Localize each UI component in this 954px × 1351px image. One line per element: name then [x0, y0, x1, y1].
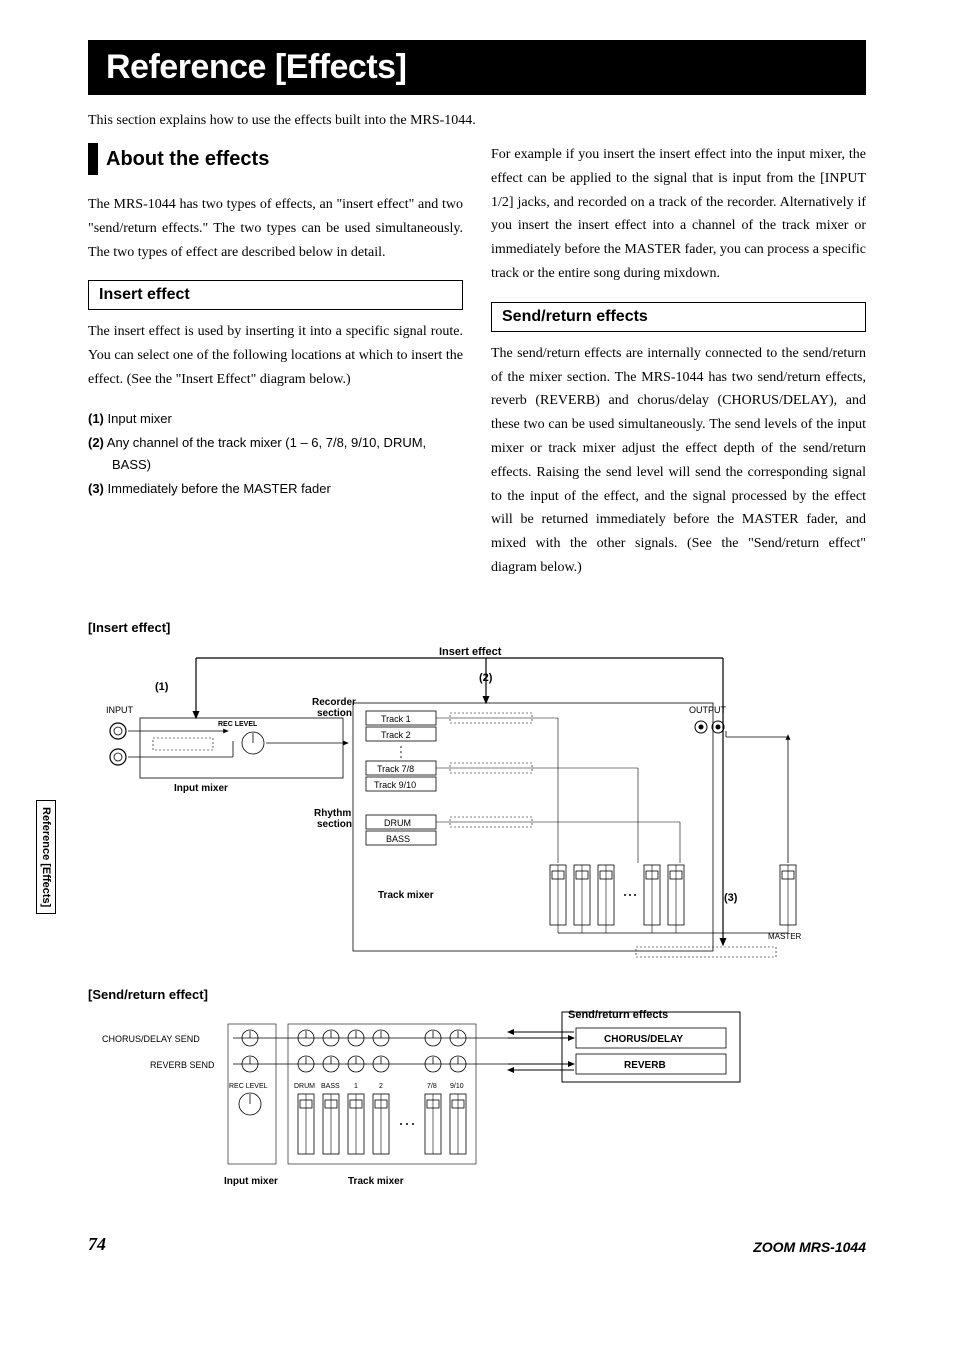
sendreturn-diagram-section: [Send/return effect] Send/return effects… [88, 987, 866, 1210]
fader-icon [574, 865, 590, 925]
fader-icon [598, 865, 614, 925]
diag-label: CHORUS/DELAY [604, 1034, 683, 1045]
jack-icon [110, 723, 126, 739]
diag-label: REC LEVEL [229, 1083, 268, 1090]
diag-label: Track 9/10 [374, 780, 416, 790]
diag-label: 2 [379, 1083, 383, 1090]
diag-label: DRUM [294, 1083, 315, 1090]
diag-label: 7/8 [427, 1083, 437, 1090]
sendreturn-diagram: Send/return effects CHORUS/DELAY REVERB … [88, 1010, 866, 1210]
list-num: (1) [88, 411, 104, 426]
right-body-1: For example if you insert the insert eff… [491, 143, 866, 286]
title-bar: Reference [Effects] [88, 40, 866, 95]
diag-label: Track mixer [348, 1176, 404, 1187]
list-item: (2) Any channel of the track mixer (1 – … [88, 432, 463, 476]
diag-label: 9/10 [450, 1083, 464, 1090]
about-heading: About the effects [88, 143, 463, 175]
diag-label: INPUT [106, 705, 134, 715]
page-number: 74 [88, 1234, 106, 1255]
diag-label: (1) [155, 681, 169, 693]
fader-icon [780, 865, 796, 925]
diag-label: Track 7/8 [377, 764, 414, 774]
insert-body: The insert effect is used by inserting i… [88, 320, 463, 391]
diag-label: BASS [321, 1083, 340, 1090]
about-heading-text: About the effects [106, 143, 269, 175]
diag-label: DRUM [384, 818, 411, 828]
list-text: Any channel of the track mixer (1 – 6, 7… [107, 435, 426, 472]
footer: 74 ZOOM MRS-1044 [88, 1234, 866, 1255]
diag-label: REVERB SEND [150, 1060, 215, 1070]
diag-label: Recorder [312, 697, 356, 708]
left-column: About the effects The MRS-1044 has two t… [88, 143, 463, 596]
list-text: Input mixer [108, 411, 172, 426]
diag-label: Input mixer [224, 1176, 278, 1187]
diag-label: OUTPUT [689, 705, 727, 715]
diag-label: Track 1 [381, 714, 411, 724]
list-item: (3) Immediately before the MASTER fader [88, 478, 463, 500]
about-body: The MRS-1044 has two types of effects, a… [88, 193, 463, 264]
insert-list: (1) Input mixer (2) Any channel of the t… [88, 408, 463, 500]
diag-label: section [317, 708, 352, 719]
fader-icon [644, 865, 660, 925]
diag-label: (3) [724, 892, 738, 904]
diag-label: Send/return effects [568, 1010, 668, 1021]
diag-label: section [317, 819, 352, 830]
list-num: (2) [88, 435, 104, 450]
diag-label: REVERB [624, 1060, 666, 1071]
insert-diagram-section: [Insert effect] Insert effect (2) (1) (3… [88, 620, 866, 963]
intro-text: This section explains how to use the eff… [88, 113, 866, 129]
diag-label: REC LEVEL [218, 721, 258, 728]
fader-icon [550, 865, 566, 925]
diag-label: Input mixer [174, 783, 228, 794]
diag-label: Rhythm [314, 808, 351, 819]
jack-icon [110, 749, 126, 765]
diag-label: BASS [386, 834, 410, 844]
heading-bar [88, 143, 98, 175]
insert-heading: Insert effect [88, 280, 463, 310]
product-name: ZOOM MRS-1044 [753, 1239, 866, 1255]
sendreturn-heading: Send/return effects [491, 302, 866, 332]
diag-label: Insert effect [439, 646, 502, 658]
diag-label: Track mixer [378, 890, 434, 901]
fader-icon [668, 865, 684, 925]
right-column: For example if you insert the insert eff… [491, 143, 866, 596]
diag-label: MASTER [768, 932, 802, 941]
diag-label: CHORUS/DELAY SEND [102, 1034, 200, 1044]
two-column-layout: About the effects The MRS-1044 has two t… [88, 143, 866, 596]
list-num: (3) [88, 481, 104, 496]
page-title: Reference [Effects] [106, 48, 848, 87]
insert-diagram-title: [Insert effect] [88, 620, 866, 635]
sendreturn-body: The send/return effects are internally c… [491, 342, 866, 580]
sendreturn-diagram-title: [Send/return effect] [88, 987, 866, 1002]
diag-label: Track 2 [381, 730, 411, 740]
insert-diagram: Insert effect (2) (1) (3) INPUT Input mi… [88, 643, 866, 963]
diag-label: 1 [354, 1083, 358, 1090]
list-text: Immediately before the MASTER fader [108, 481, 331, 496]
list-item: (1) Input mixer [88, 408, 463, 430]
side-tab: Reference [Effects] [36, 800, 56, 914]
